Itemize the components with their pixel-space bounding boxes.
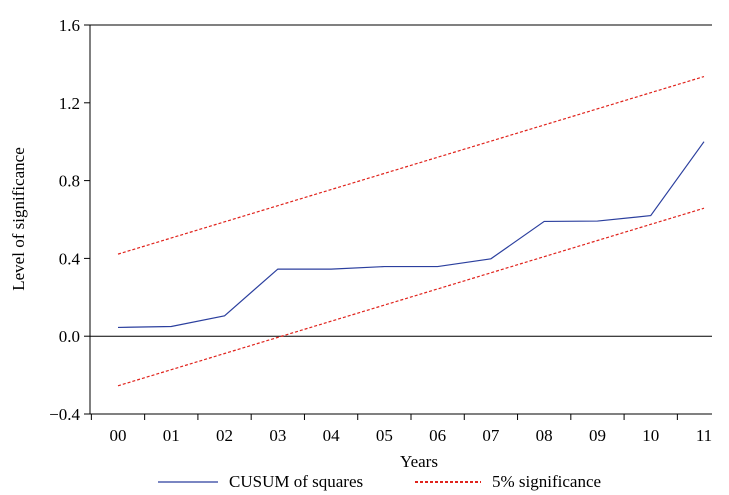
y-tick-label: 1.6 (59, 16, 80, 35)
x-tick-label: 01 (163, 426, 180, 445)
legend-label: CUSUM of squares (229, 472, 363, 491)
x-tick-label: 02 (216, 426, 233, 445)
x-tick-label: 07 (482, 426, 500, 445)
x-tick-label: 08 (536, 426, 553, 445)
y-axis-title: Level of significance (9, 147, 28, 291)
y-tick-label: 1.2 (59, 94, 80, 113)
y-tick-label: 0.0 (59, 327, 80, 346)
y-axis: 1.6 1.2 0.8 0.4 0.0 −0.4 (49, 16, 90, 424)
series-layer (117, 75, 705, 387)
x-tick-label: 05 (376, 426, 393, 445)
upper-significance-line (117, 75, 705, 255)
legend: CUSUM of squares 5% significance (158, 472, 601, 491)
x-tick-label: 11 (696, 426, 712, 445)
x-tick-label: 00 (110, 426, 127, 445)
y-tick-label: 0.8 (59, 172, 80, 191)
x-axis: 00 01 02 03 04 05 06 07 08 09 10 11 (90, 414, 712, 445)
x-axis-title: Years (400, 452, 438, 471)
y-tick-label: 0.4 (59, 249, 81, 268)
x-tick-label: 06 (429, 426, 446, 445)
legend-label: 5% significance (492, 472, 601, 491)
lower-significance-line (117, 207, 705, 387)
x-tick-label: 03 (269, 426, 286, 445)
plot-frame (89, 24, 712, 415)
x-tick-label: 10 (642, 426, 659, 445)
y-tick-label: −0.4 (49, 405, 80, 424)
x-tick-label: 09 (589, 426, 606, 445)
cusum-line (117, 141, 705, 329)
x-tick-label: 04 (323, 426, 341, 445)
